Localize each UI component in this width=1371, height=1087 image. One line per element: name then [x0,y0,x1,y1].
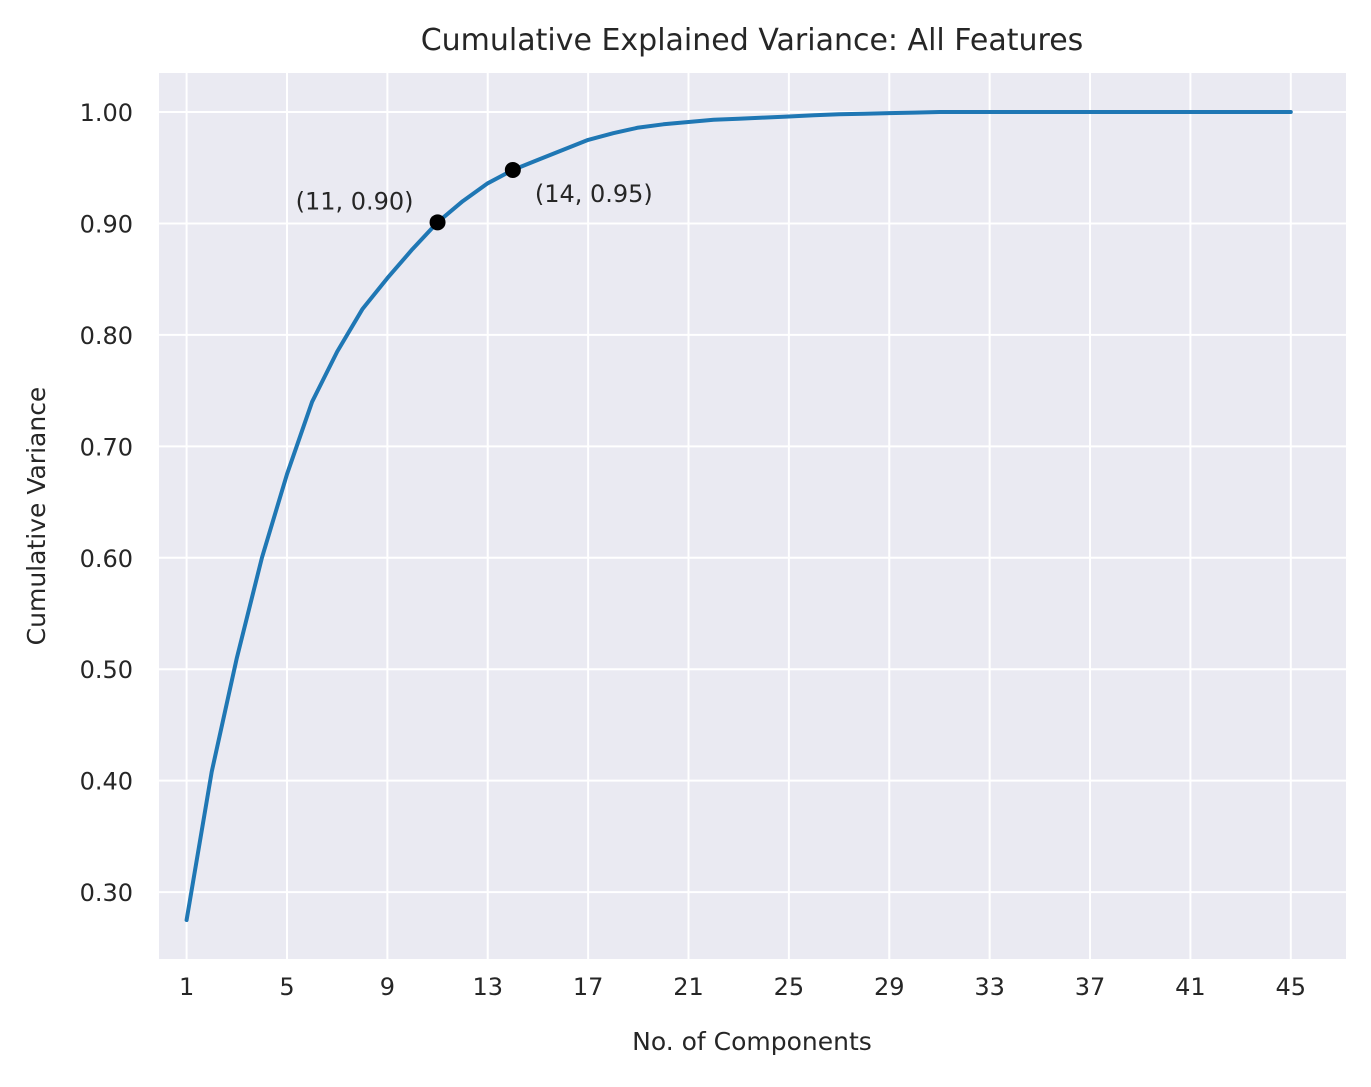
x-tick-label: 25 [774,973,805,1001]
y-tick-label: 1.00 [80,99,133,127]
annotation-label: (14, 0.95) [535,180,653,208]
x-axis-label: No. of Components [632,1027,872,1056]
annotation-label: (11, 0.90) [296,187,414,215]
y-tick-label: 0.80 [80,322,133,350]
x-tick-label: 45 [1276,973,1307,1001]
annotation-marker [504,161,521,178]
y-tick-label: 0.70 [80,433,133,461]
series-layer [184,110,1293,922]
annotation-markers: (11, 0.90) (14, 0.95) [296,161,653,231]
x-tick-label: 37 [1075,973,1106,1001]
x-tick-label: 17 [573,973,604,1001]
y-tick-label: 0.40 [80,768,133,796]
x-tick-label: 33 [974,973,1005,1001]
x-axis-ticks: 1 5 9 13 17 21 25 29 33 37 41 45 [179,973,1306,1001]
y-tick-label: 0.90 [80,210,133,238]
plot-area-background [159,73,1346,959]
y-tick-label: 0.60 [80,545,133,573]
x-tick-label: 21 [673,973,704,1001]
y-axis-label: Cumulative Variance [22,387,51,646]
x-tick-label: 9 [380,973,395,1001]
x-tick-label: 13 [472,973,503,1001]
y-axis-ticks: 0.30 0.40 0.50 0.60 0.70 0.80 0.90 1.00 [80,99,133,907]
y-tick-label: 0.30 [80,879,133,907]
annotation-marker [429,214,446,231]
y-tick-label: 0.50 [80,656,133,684]
x-tick-label: 1 [179,973,194,1001]
x-tick-label: 29 [874,973,905,1001]
series-line [184,110,1293,922]
x-tick-label: 5 [279,973,294,1001]
chart-title: Cumulative Explained Variance: All Featu… [421,23,1084,58]
x-tick-label: 41 [1175,973,1206,1001]
